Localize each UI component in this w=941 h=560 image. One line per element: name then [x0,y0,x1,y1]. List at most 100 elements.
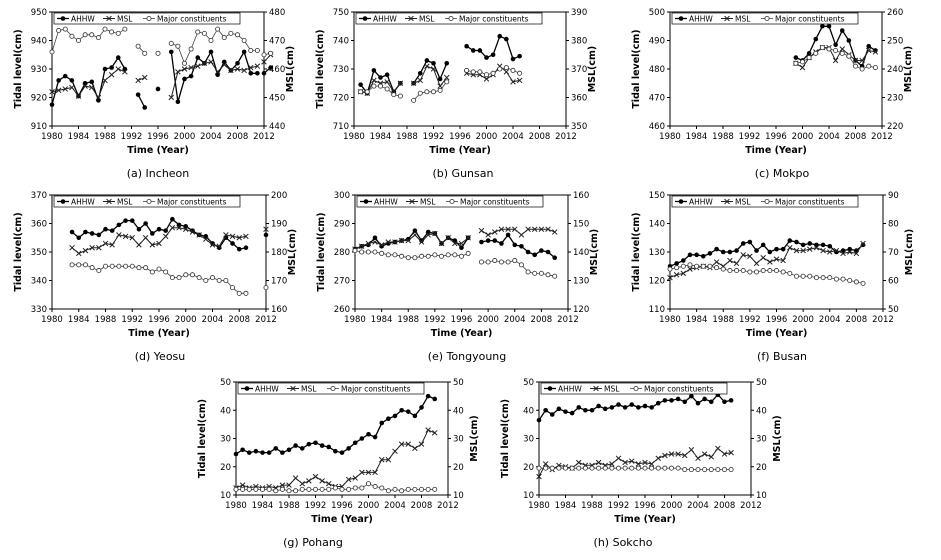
x-tick-label: 2000 [477,315,499,325]
x-axis-label: Time (Year) [745,145,807,156]
data-point [866,43,872,49]
data-point [255,70,260,76]
series-line [354,250,469,259]
data-point [384,79,390,85]
y-tick-label: 50 [220,378,231,388]
data-point [163,269,169,275]
legend-marker [60,16,66,21]
data-point [339,450,345,455]
data-point [517,53,522,59]
y2-tick-label: 10 [453,491,464,501]
x-tick-label: 2012 [437,501,459,511]
data-point [826,249,833,255]
data-point [563,409,568,414]
data-point [662,398,668,403]
data-point [518,232,525,238]
y2-tick-label: 160 [271,305,287,315]
data-point [228,67,234,74]
y2-tick-label: 370 [571,65,587,75]
data-point [109,263,115,269]
x-tick-label: 2008 [228,315,250,325]
legend-marker [290,385,296,392]
series-line [51,56,126,105]
x-tick-label: 1992 [424,315,446,325]
data-point [129,218,135,223]
legend-label: Major constituents [644,385,714,394]
chart-panel-yeosu: 1980 1984 1988 1992 1996 2000 2004 2008 2012 330 3… [13,191,298,363]
data-point [443,74,450,81]
data-point [293,443,298,448]
data-point [549,412,555,417]
y2-tick-label: 150 [573,220,589,230]
data-point [243,233,249,240]
data-point [143,265,149,271]
y-tick-label: 140 [649,220,665,230]
y-tick-label: 40 [523,406,534,416]
data-point [116,222,122,228]
data-point [352,440,358,446]
data-point [103,226,108,232]
data-point [516,77,523,84]
data-point [525,269,531,275]
x-tick-label: 1984 [555,501,577,511]
x-axis-label: Time (Year) [746,328,808,339]
data-point [655,455,662,462]
data-point [642,465,648,471]
y-tick-label: 20 [220,463,231,473]
y2-axis-label: MSL(cm) [469,415,480,462]
data-point [339,486,345,492]
data-point [872,65,878,71]
data-point [425,427,431,433]
data-point [767,249,773,255]
data-point [518,262,524,268]
data-point [532,252,538,258]
series-major-constituents [233,481,438,494]
data-point [512,258,518,264]
legend-marker [363,199,369,204]
data-point [266,486,272,492]
legend-marker [408,15,414,22]
legend-label: Major constituents [157,15,227,24]
x-tick-label: 1984 [68,315,90,325]
data-point [740,268,746,274]
legend-marker [764,198,770,204]
y-tick-label: 280 [334,248,350,258]
data-point [525,249,531,255]
data-point [359,436,365,441]
panel-caption: (f) Busan [757,350,807,363]
legend-label: MSL [117,15,133,24]
data-point [424,63,430,69]
data-point [216,243,222,250]
data-point [865,47,872,54]
data-point [425,253,431,259]
series-msl [536,445,734,480]
data-point [241,38,247,44]
data-point [273,488,279,494]
data-point [260,450,265,455]
legend: AHHW MSL Major constituents [671,12,859,25]
data-point [182,226,189,232]
data-point [286,488,292,494]
data-point [181,60,187,66]
data-point [102,240,109,247]
y-tick-label: 350 [31,248,47,258]
x-tick-label: 2000 [661,501,683,511]
data-point [727,249,733,255]
y2-tick-label: 160 [573,191,589,201]
data-point [532,270,538,276]
data-point [700,253,706,259]
series-line [51,68,126,99]
data-point [682,467,688,473]
data-point [149,269,155,275]
data-point [359,469,365,476]
data-point [417,90,423,96]
legend-marker [724,198,730,205]
data-point [82,83,88,89]
data-point [675,451,681,457]
data-point [189,272,195,278]
series-line [137,94,146,108]
data-point [551,229,558,235]
data-point [412,413,418,419]
x-tick-label: 1980 [528,501,550,511]
legend: AHHW MSL Major constituents [355,12,543,25]
